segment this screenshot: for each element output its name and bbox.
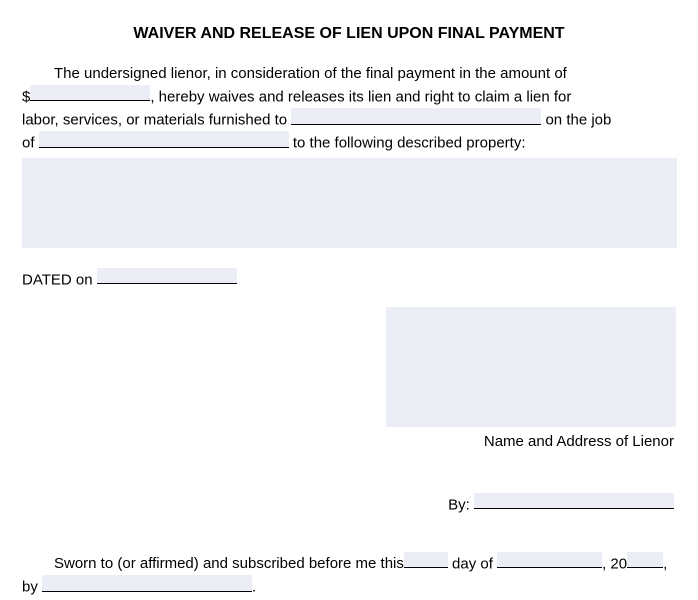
para-line1: The undersigned lienor, in consideration… (22, 63, 567, 85)
month-field[interactable] (497, 552, 602, 569)
sworn-t5: . (252, 579, 256, 596)
sworn-t2: day of (448, 555, 497, 572)
dated-label: DATED on (22, 271, 97, 288)
job-of-field[interactable] (39, 131, 289, 148)
property-description-field[interactable] (22, 158, 677, 248)
dollar-sign: $ (22, 88, 30, 105)
amount-field[interactable] (30, 85, 150, 102)
main-paragraph: The undersigned lienor, in consideration… (22, 63, 676, 155)
para-t3: , hereby waives and releases its lien an… (150, 88, 571, 105)
para-t7: to the following described property: (289, 135, 526, 152)
document-title: WAIVER AND RELEASE OF LIEN UPON FINAL PA… (112, 22, 586, 45)
para-t5: on the job (541, 112, 611, 129)
dated-field[interactable] (97, 268, 237, 285)
year-field[interactable] (627, 552, 663, 569)
by-name-field[interactable] (42, 575, 252, 592)
sworn-paragraph: Sworn to (or affirmed) and subscribed be… (22, 552, 676, 599)
lienor-name-address-field[interactable] (386, 307, 676, 427)
para-t4: labor, services, or materials furnished … (22, 112, 291, 129)
day-field[interactable] (404, 552, 448, 569)
para-t6: of (22, 135, 39, 152)
dated-line: DATED on (22, 268, 676, 291)
furnished-to-field[interactable] (291, 108, 541, 125)
by-field[interactable] (474, 493, 674, 510)
by-line: By: (22, 493, 676, 516)
sworn-t3: , 20 (602, 555, 627, 572)
by-label: By: (448, 496, 474, 513)
lienor-label: Name and Address of Lienor (22, 431, 676, 453)
sworn-t1: Sworn to (or affirmed) and subscribed be… (22, 553, 404, 575)
